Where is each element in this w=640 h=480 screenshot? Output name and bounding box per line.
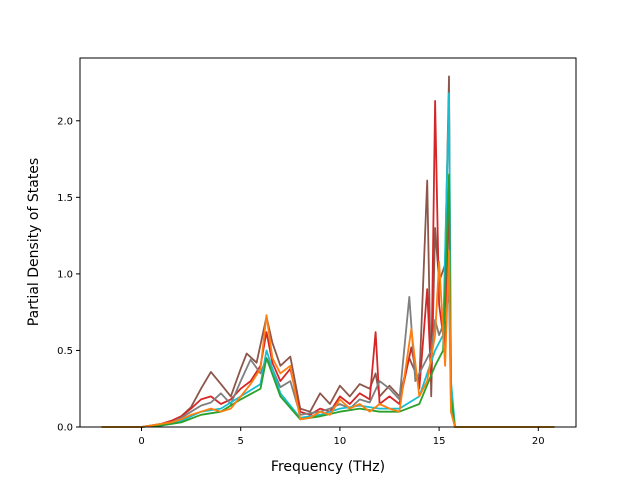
x-tick-label: 10: [334, 436, 347, 447]
y-axis-label: Partial Density of States: [26, 158, 42, 326]
series-group: [101, 75, 555, 428]
y-tick-group: 0.0 0.5 1.0 1.5 2.0: [57, 116, 80, 434]
series-line-6: [101, 249, 555, 428]
x-tick-group: 0 5 10 15 20: [138, 427, 545, 447]
y-tick-label: 1.0: [57, 269, 73, 280]
y-tick-label: 0.0: [57, 423, 73, 434]
x-axis-label: Frequency (THz): [271, 459, 385, 475]
y-tick-label: 2.0: [57, 116, 73, 127]
series-line-2: [101, 100, 555, 428]
series-line-4: [101, 92, 555, 428]
x-tick-label: 5: [238, 436, 244, 447]
series-line-5: [101, 173, 555, 428]
x-tick-label: 0: [138, 436, 144, 447]
series-line-1: [101, 75, 555, 428]
y-tick-label: 0.5: [57, 346, 73, 357]
x-tick-label: 15: [433, 436, 446, 447]
series-line-3: [101, 288, 555, 428]
plot-frame: [79, 57, 577, 428]
x-tick-label: 20: [532, 436, 545, 447]
y-tick-label: 1.5: [57, 193, 73, 204]
